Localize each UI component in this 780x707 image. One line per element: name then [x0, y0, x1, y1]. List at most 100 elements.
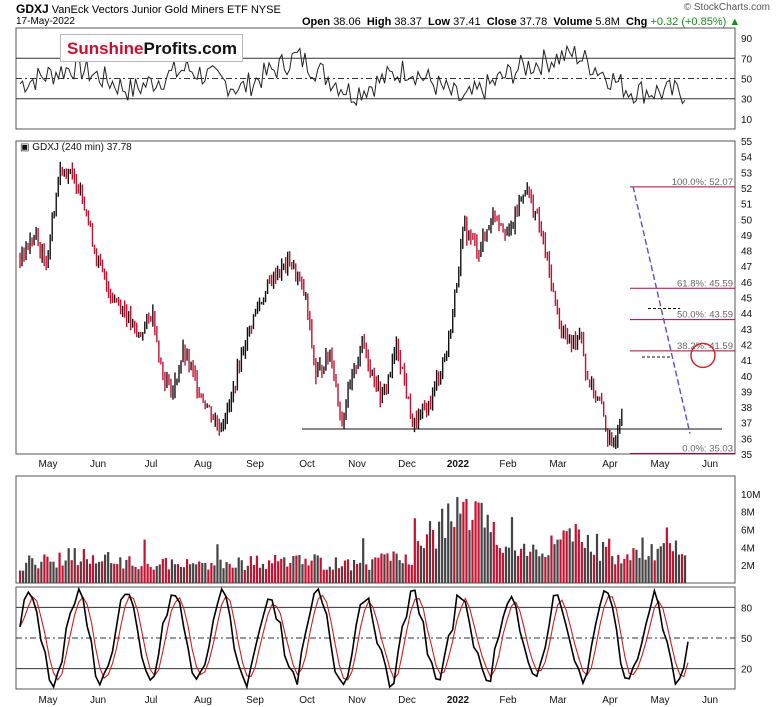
volume-bar — [356, 563, 359, 583]
volume-bar — [122, 568, 125, 583]
volume-bar — [325, 569, 328, 583]
volume-bar — [577, 529, 580, 583]
price-tick-label: 46 — [741, 278, 753, 289]
volume-bar — [52, 561, 55, 583]
volume-bar — [61, 565, 64, 583]
volume-bar — [19, 570, 22, 583]
volume-bar — [231, 567, 234, 583]
volume-bar — [386, 553, 389, 583]
volume-bar — [210, 562, 213, 583]
volume-bar — [671, 551, 675, 583]
volume-bar — [152, 569, 155, 583]
volume-bar — [186, 559, 189, 583]
watermark: © StockCharts.com — [683, 2, 770, 13]
rsi-tick-label: 70 — [741, 54, 753, 65]
volume-bar — [201, 562, 204, 583]
volume-bar — [623, 558, 626, 583]
volume-bar — [601, 541, 605, 583]
volume-bar — [316, 555, 319, 583]
volume-bar — [195, 564, 198, 583]
volume-bar — [371, 559, 374, 583]
volume-bar — [608, 538, 611, 583]
volume-bar — [538, 556, 541, 583]
volume-bar — [383, 554, 386, 583]
volume-bar — [413, 518, 416, 583]
exchange: NYSE — [250, 4, 281, 16]
volume-bar — [331, 569, 334, 583]
volume-bar — [450, 521, 453, 583]
volume-bar — [189, 564, 192, 583]
downtrend-line — [632, 186, 691, 434]
volume-bar — [444, 537, 447, 583]
volume-bar — [641, 537, 644, 583]
volume-bar — [650, 544, 653, 583]
volume-bar — [656, 548, 659, 583]
chart-date: 17-May-2022 — [16, 16, 75, 27]
price-tick-label: 54 — [741, 153, 753, 164]
volume-bar — [389, 560, 392, 583]
volume-bar — [583, 547, 586, 583]
volume-bar — [79, 561, 82, 583]
fib-level-label: 50.0%: 43.59 — [677, 310, 733, 321]
volume-bar — [73, 548, 76, 583]
volume-bar — [340, 566, 344, 583]
volume-bar — [456, 497, 459, 583]
price-tick-label: 48 — [741, 247, 753, 258]
volume-bar — [504, 546, 508, 583]
volume-bar — [307, 565, 310, 583]
volume-bar — [319, 557, 322, 583]
month-axis-label: Jun — [702, 695, 718, 706]
volume-bar — [198, 561, 201, 583]
volume-bar — [368, 569, 371, 583]
volume-bar — [264, 568, 268, 583]
volume-bar — [100, 561, 104, 583]
volume-tick-label: 2M — [741, 561, 755, 572]
fib-level-label: 38.2%: 41.59 — [677, 341, 733, 352]
volume-bar — [310, 560, 313, 583]
volume-bar — [614, 564, 617, 583]
volume-bar — [64, 560, 67, 583]
price-tick-label: 40 — [741, 372, 753, 383]
volume-bar — [611, 556, 614, 583]
volume-bar — [322, 569, 325, 583]
month-axis-label: Jul — [145, 695, 158, 706]
volume-bar — [425, 534, 429, 583]
volume-bar — [55, 567, 58, 583]
volume-bar — [225, 561, 228, 583]
volume-bar — [680, 554, 684, 583]
volume-bar — [240, 560, 243, 583]
price-tick-label: 45 — [741, 294, 753, 305]
volume-bar — [25, 562, 28, 583]
volume-bar — [267, 560, 271, 583]
rsi-tick-label: 30 — [741, 95, 753, 106]
stochastic-tick-label: 50 — [741, 634, 753, 645]
month-axis-label: Aug — [194, 695, 212, 706]
volume-bar — [544, 556, 547, 583]
volume-bar — [140, 566, 143, 583]
volume-bar — [37, 568, 40, 583]
volume-bar — [158, 564, 161, 583]
volume-bar — [501, 552, 504, 583]
volume-bar — [459, 513, 462, 583]
stochastic-tick-label: 20 — [741, 665, 753, 676]
volume-bar — [104, 554, 107, 583]
volume-tick-label: 4M — [741, 543, 755, 554]
volume-bar — [541, 553, 544, 583]
month-axis-label: Jun — [702, 459, 718, 470]
month-axis-label: Nov — [348, 695, 366, 706]
month-axis-label: Feb — [499, 459, 517, 470]
volume-bar — [377, 557, 380, 583]
volume-bar — [283, 557, 286, 583]
volume-bar — [595, 533, 599, 583]
volume-bar — [280, 558, 283, 583]
price-tick-label: 53 — [741, 168, 753, 179]
volume-bar — [480, 502, 483, 583]
volume-bar — [292, 555, 295, 583]
volume-bar — [535, 549, 538, 583]
up-arrow-icon: ▲ — [729, 16, 741, 28]
volume-bar — [365, 564, 368, 583]
price-tick-label: 42 — [741, 340, 753, 351]
volume-bar — [49, 561, 52, 583]
sunshine-profits-logo: SunshineProfits.com — [60, 34, 243, 62]
